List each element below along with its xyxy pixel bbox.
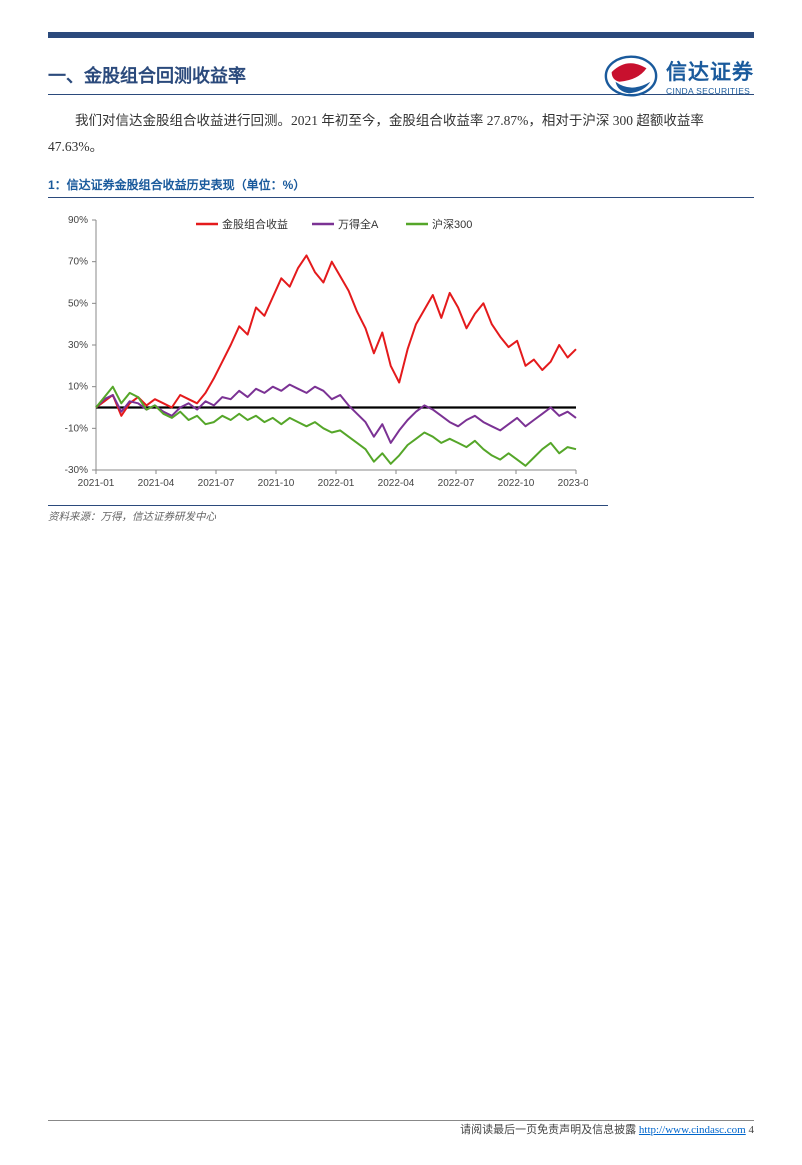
chart-caption: 1：信达证券金股组合收益历史表现（单位：%）	[48, 172, 754, 198]
svg-text:沪深300: 沪深300	[432, 217, 472, 231]
body-paragraph-line2: 47.63%。	[48, 135, 754, 159]
svg-text:2023-01: 2023-01	[558, 478, 588, 489]
svg-text:70%: 70%	[68, 256, 88, 267]
footer-pre-text: 请阅读最后一页免责声明及信息披露	[460, 1124, 639, 1136]
svg-text:-30%: -30%	[65, 465, 88, 476]
svg-text:2022-04: 2022-04	[378, 478, 415, 489]
svg-text:2022-01: 2022-01	[318, 478, 355, 489]
svg-text:30%: 30%	[68, 340, 88, 351]
svg-text:2022-07: 2022-07	[438, 478, 475, 489]
line-chart: -30% -10% 10% 30% 50% 70% 90% 2021-01 2021-04 202…	[48, 206, 588, 496]
footer: 请阅读最后一页免责声明及信息披露 http://www.cindasc.com …	[460, 1121, 754, 1137]
logo-text-en: CINDA SECURITIES	[666, 86, 754, 96]
logo-text-cn: 信达证券	[666, 56, 754, 86]
svg-text:-10%: -10%	[65, 423, 88, 434]
svg-text:2021-04: 2021-04	[138, 478, 175, 489]
chart-source: 资料来源：万得，信达证券研发中心	[48, 506, 608, 524]
logo: 信达证券 CINDA SECURITIES	[602, 52, 754, 100]
chart-container: -30% -10% 10% 30% 50% 70% 90% 2021-01 2021-04 202…	[48, 206, 608, 528]
svg-text:90%: 90%	[68, 215, 88, 226]
body-paragraph-line1: 我们对信达金股组合收益进行回测。2021 年初至今，金股组合收益率 27.87%…	[48, 109, 754, 133]
footer-link[interactable]: http://www.cindasc.com	[639, 1124, 746, 1136]
svg-text:2021-01: 2021-01	[78, 478, 115, 489]
page-number: 4	[746, 1124, 754, 1136]
svg-text:2021-07: 2021-07	[198, 478, 235, 489]
svg-text:10%: 10%	[68, 381, 88, 392]
svg-text:金股组合收益: 金股组合收益	[222, 217, 288, 231]
svg-text:2022-10: 2022-10	[498, 478, 535, 489]
svg-text:万得全A: 万得全A	[338, 217, 379, 231]
logo-mark-icon	[602, 52, 660, 100]
svg-text:50%: 50%	[68, 298, 88, 309]
svg-text:2021-10: 2021-10	[258, 478, 295, 489]
